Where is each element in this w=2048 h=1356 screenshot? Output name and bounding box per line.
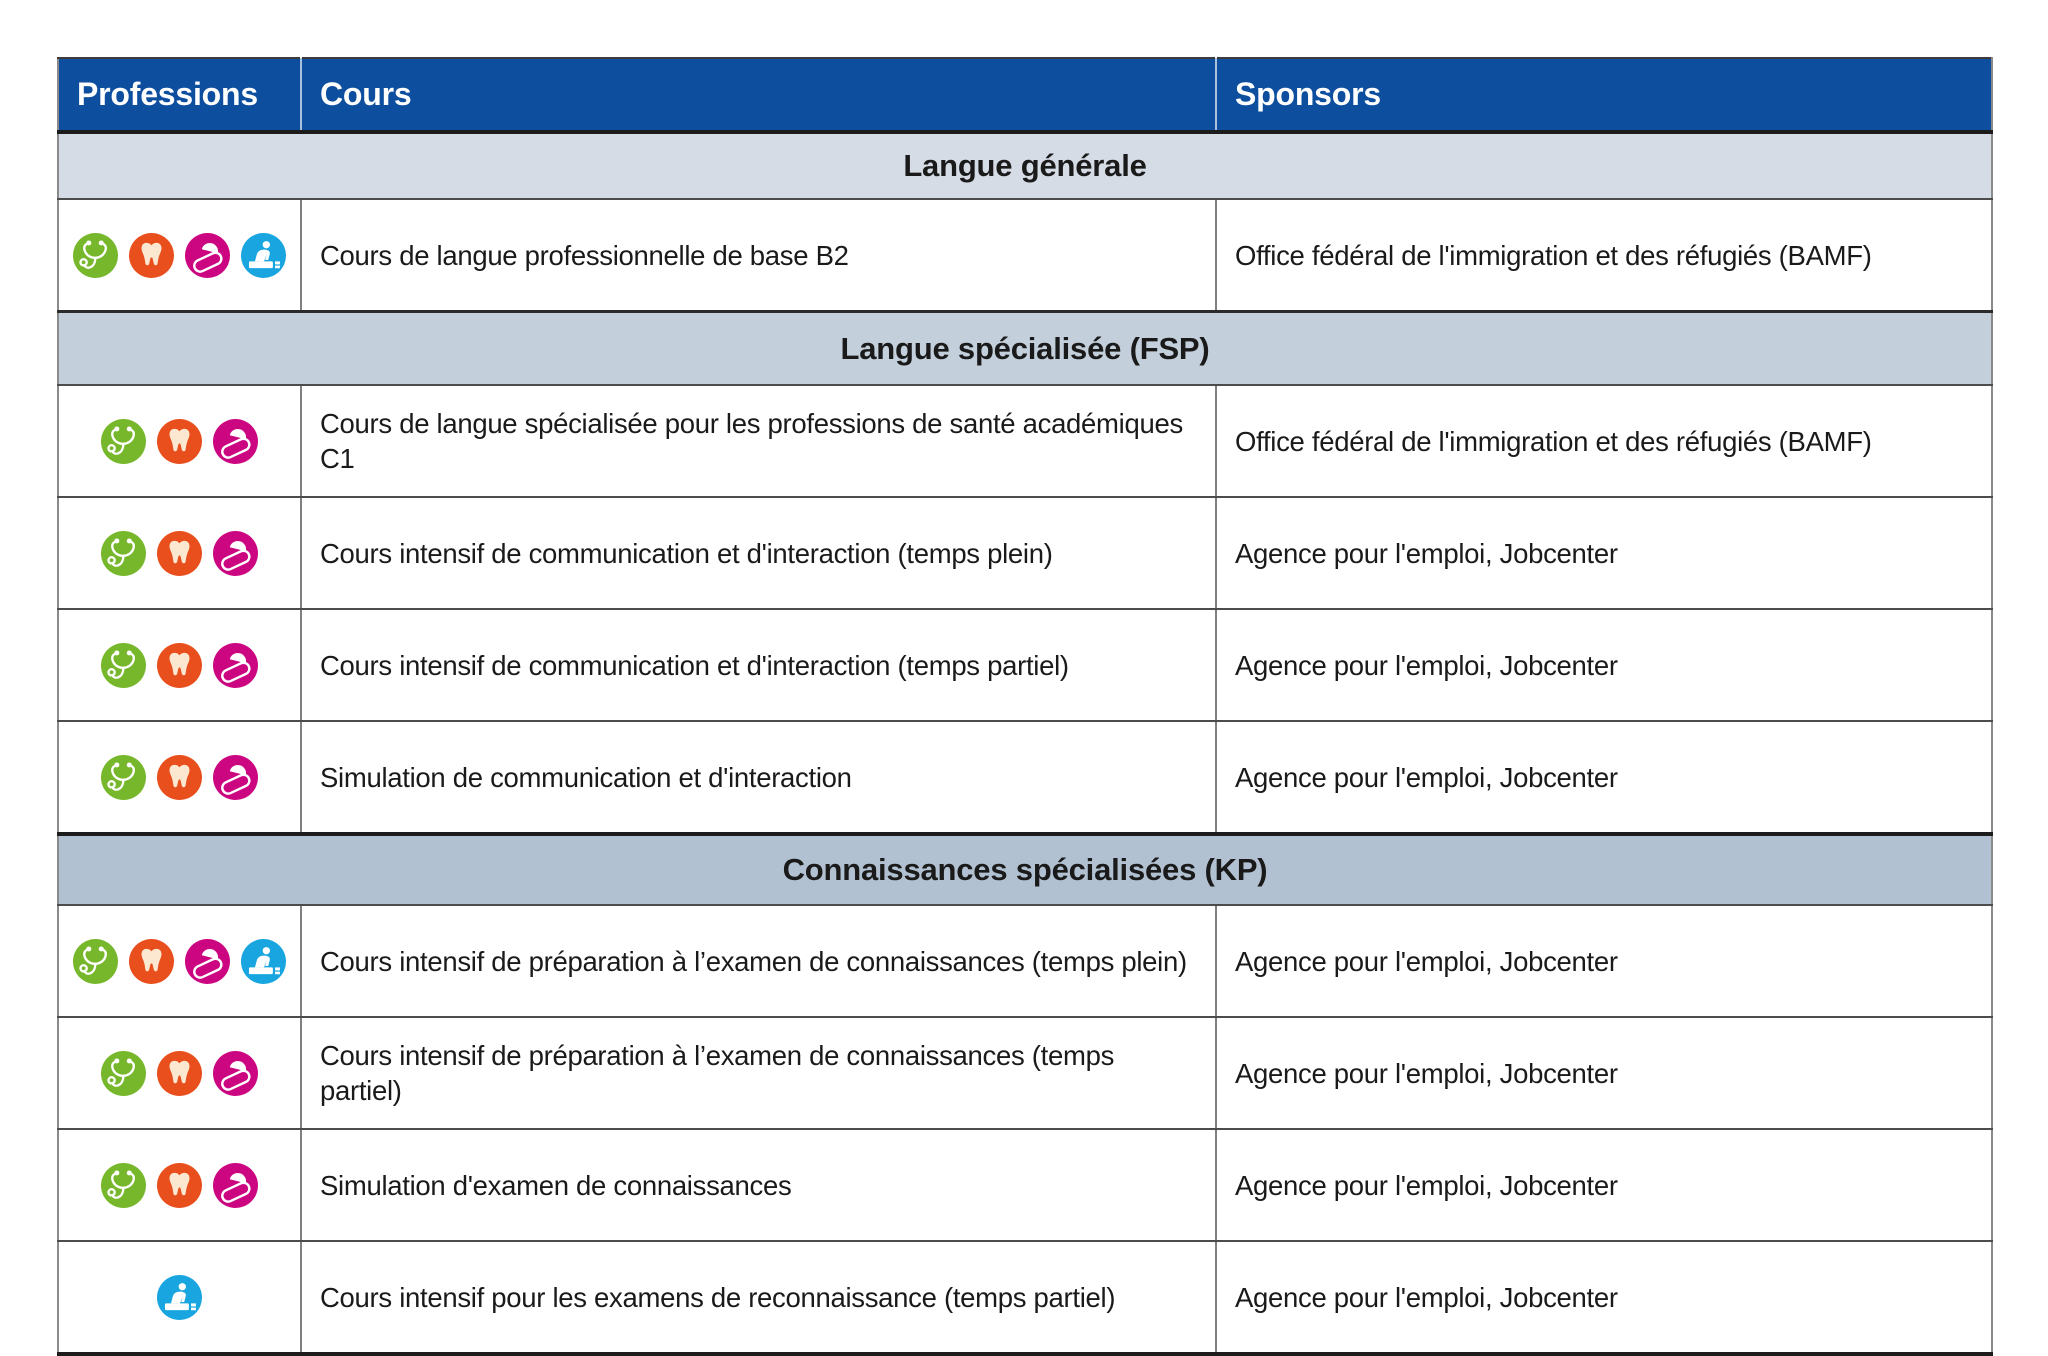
course-row: Simulation de communication et d'interac… [58,721,1992,835]
sponsor-cell: Office fédéral de l'immigration et des r… [1215,385,1992,498]
tooth-icon [157,1162,202,1208]
course-row: Cours de langue spécialisée pour les pro… [58,385,1992,498]
profession-icons [59,232,300,278]
tooth-icon [157,1050,202,1096]
pills-icon [185,232,230,278]
col-header-sponsors: Sponsors [1215,58,1992,134]
section-title: Connaissances spécialisées (KP) [58,832,1992,906]
profession-icons [59,1274,300,1320]
profession-icons [59,1162,300,1208]
tooth-icon [157,642,202,688]
sponsor-cell: Office fédéral de l'immigration et des r… [1215,199,1992,313]
stethoscope-icon [101,418,146,464]
cours-cell: Cours intensif de communication et d'int… [300,609,1216,722]
cours-cell: Simulation d'examen de connaissances [300,1129,1216,1242]
professions-cell [58,199,301,313]
stethoscope-icon [101,530,146,576]
section-header-langue-specialisee: Langue spécialisée (FSP) [58,310,1992,386]
sponsor-cell: Agence pour l'emploi, Jobcenter [1215,609,1992,722]
care-icon [241,938,286,984]
pills-icon [213,530,258,576]
col-header-professions: Professions [58,58,301,134]
stethoscope-icon [101,1050,146,1096]
profession-icons [59,938,300,984]
cours-cell: Simulation de communication et d'interac… [300,721,1216,835]
stethoscope-icon [73,232,118,278]
tooth-icon [157,530,202,576]
tooth-icon [157,754,202,800]
professions-cell [58,385,301,498]
care-icon [241,232,286,278]
pills-icon [213,642,258,688]
pills-icon [213,418,258,464]
profession-icons [59,642,300,688]
course-row: Cours intensif de communication et d'int… [58,609,1992,722]
section-header-langue-generale: Langue générale [58,132,1992,200]
col-header-cours: Cours [300,58,1216,134]
profession-icons [59,1050,300,1096]
pills-icon [213,1162,258,1208]
professions-cell [58,1241,301,1356]
professions-cell [58,721,301,835]
tooth-icon [129,938,174,984]
cours-cell: Cours intensif pour les examens de recon… [300,1241,1216,1356]
tooth-icon [157,418,202,464]
cours-cell: Cours intensif de préparation à l’examen… [300,905,1216,1018]
sponsor-cell: Agence pour l'emploi, Jobcenter [1215,1129,1992,1242]
course-row: Cours intensif de préparation à l’examen… [58,1017,1992,1130]
course-row: Cours de langue professionnelle de base … [58,199,1992,313]
professions-cell [58,497,301,610]
pills-icon [213,1050,258,1096]
cours-cell: Cours intensif de communication et d'int… [300,497,1216,610]
sponsor-cell: Agence pour l'emploi, Jobcenter [1215,1017,1992,1130]
stethoscope-icon [101,642,146,688]
stethoscope-icon [101,1162,146,1208]
sponsor-cell: Agence pour l'emploi, Jobcenter [1215,1241,1992,1356]
sponsor-cell: Agence pour l'emploi, Jobcenter [1215,721,1992,835]
profession-icons [59,530,300,576]
profession-icons [59,754,300,800]
professions-cell [58,905,301,1018]
cours-cell: Cours de langue professionnelle de base … [300,199,1216,313]
section-title: Langue générale [58,132,1992,200]
care-icon [157,1274,202,1320]
course-row: Cours intensif pour les examens de recon… [58,1241,1992,1356]
pills-icon [185,938,230,984]
cours-cell: Cours de langue spécialisée pour les pro… [300,385,1216,498]
course-row: Cours intensif de préparation à l’examen… [58,905,1992,1018]
professions-cell [58,1129,301,1242]
page: Professions Cours Sponsors Langue généra… [57,57,1993,1356]
sponsor-cell: Agence pour l'emploi, Jobcenter [1215,497,1992,610]
table-header-row: Professions Cours Sponsors [58,58,1992,134]
professions-cell [58,609,301,722]
professions-cell [58,1017,301,1130]
cours-cell: Cours intensif de préparation à l’examen… [300,1017,1216,1130]
courses-table: Professions Cours Sponsors Langue généra… [57,57,1993,1356]
section-header-connaissances-specialisees: Connaissances spécialisées (KP) [58,832,1992,906]
pills-icon [213,754,258,800]
sponsor-cell: Agence pour l'emploi, Jobcenter [1215,905,1992,1018]
stethoscope-icon [101,754,146,800]
stethoscope-icon [73,938,118,984]
course-row: Simulation d'examen de connaissances Age… [58,1129,1992,1242]
course-row: Cours intensif de communication et d'int… [58,497,1992,610]
profession-icons [59,418,300,464]
tooth-icon [129,232,174,278]
section-title: Langue spécialisée (FSP) [58,310,1992,386]
